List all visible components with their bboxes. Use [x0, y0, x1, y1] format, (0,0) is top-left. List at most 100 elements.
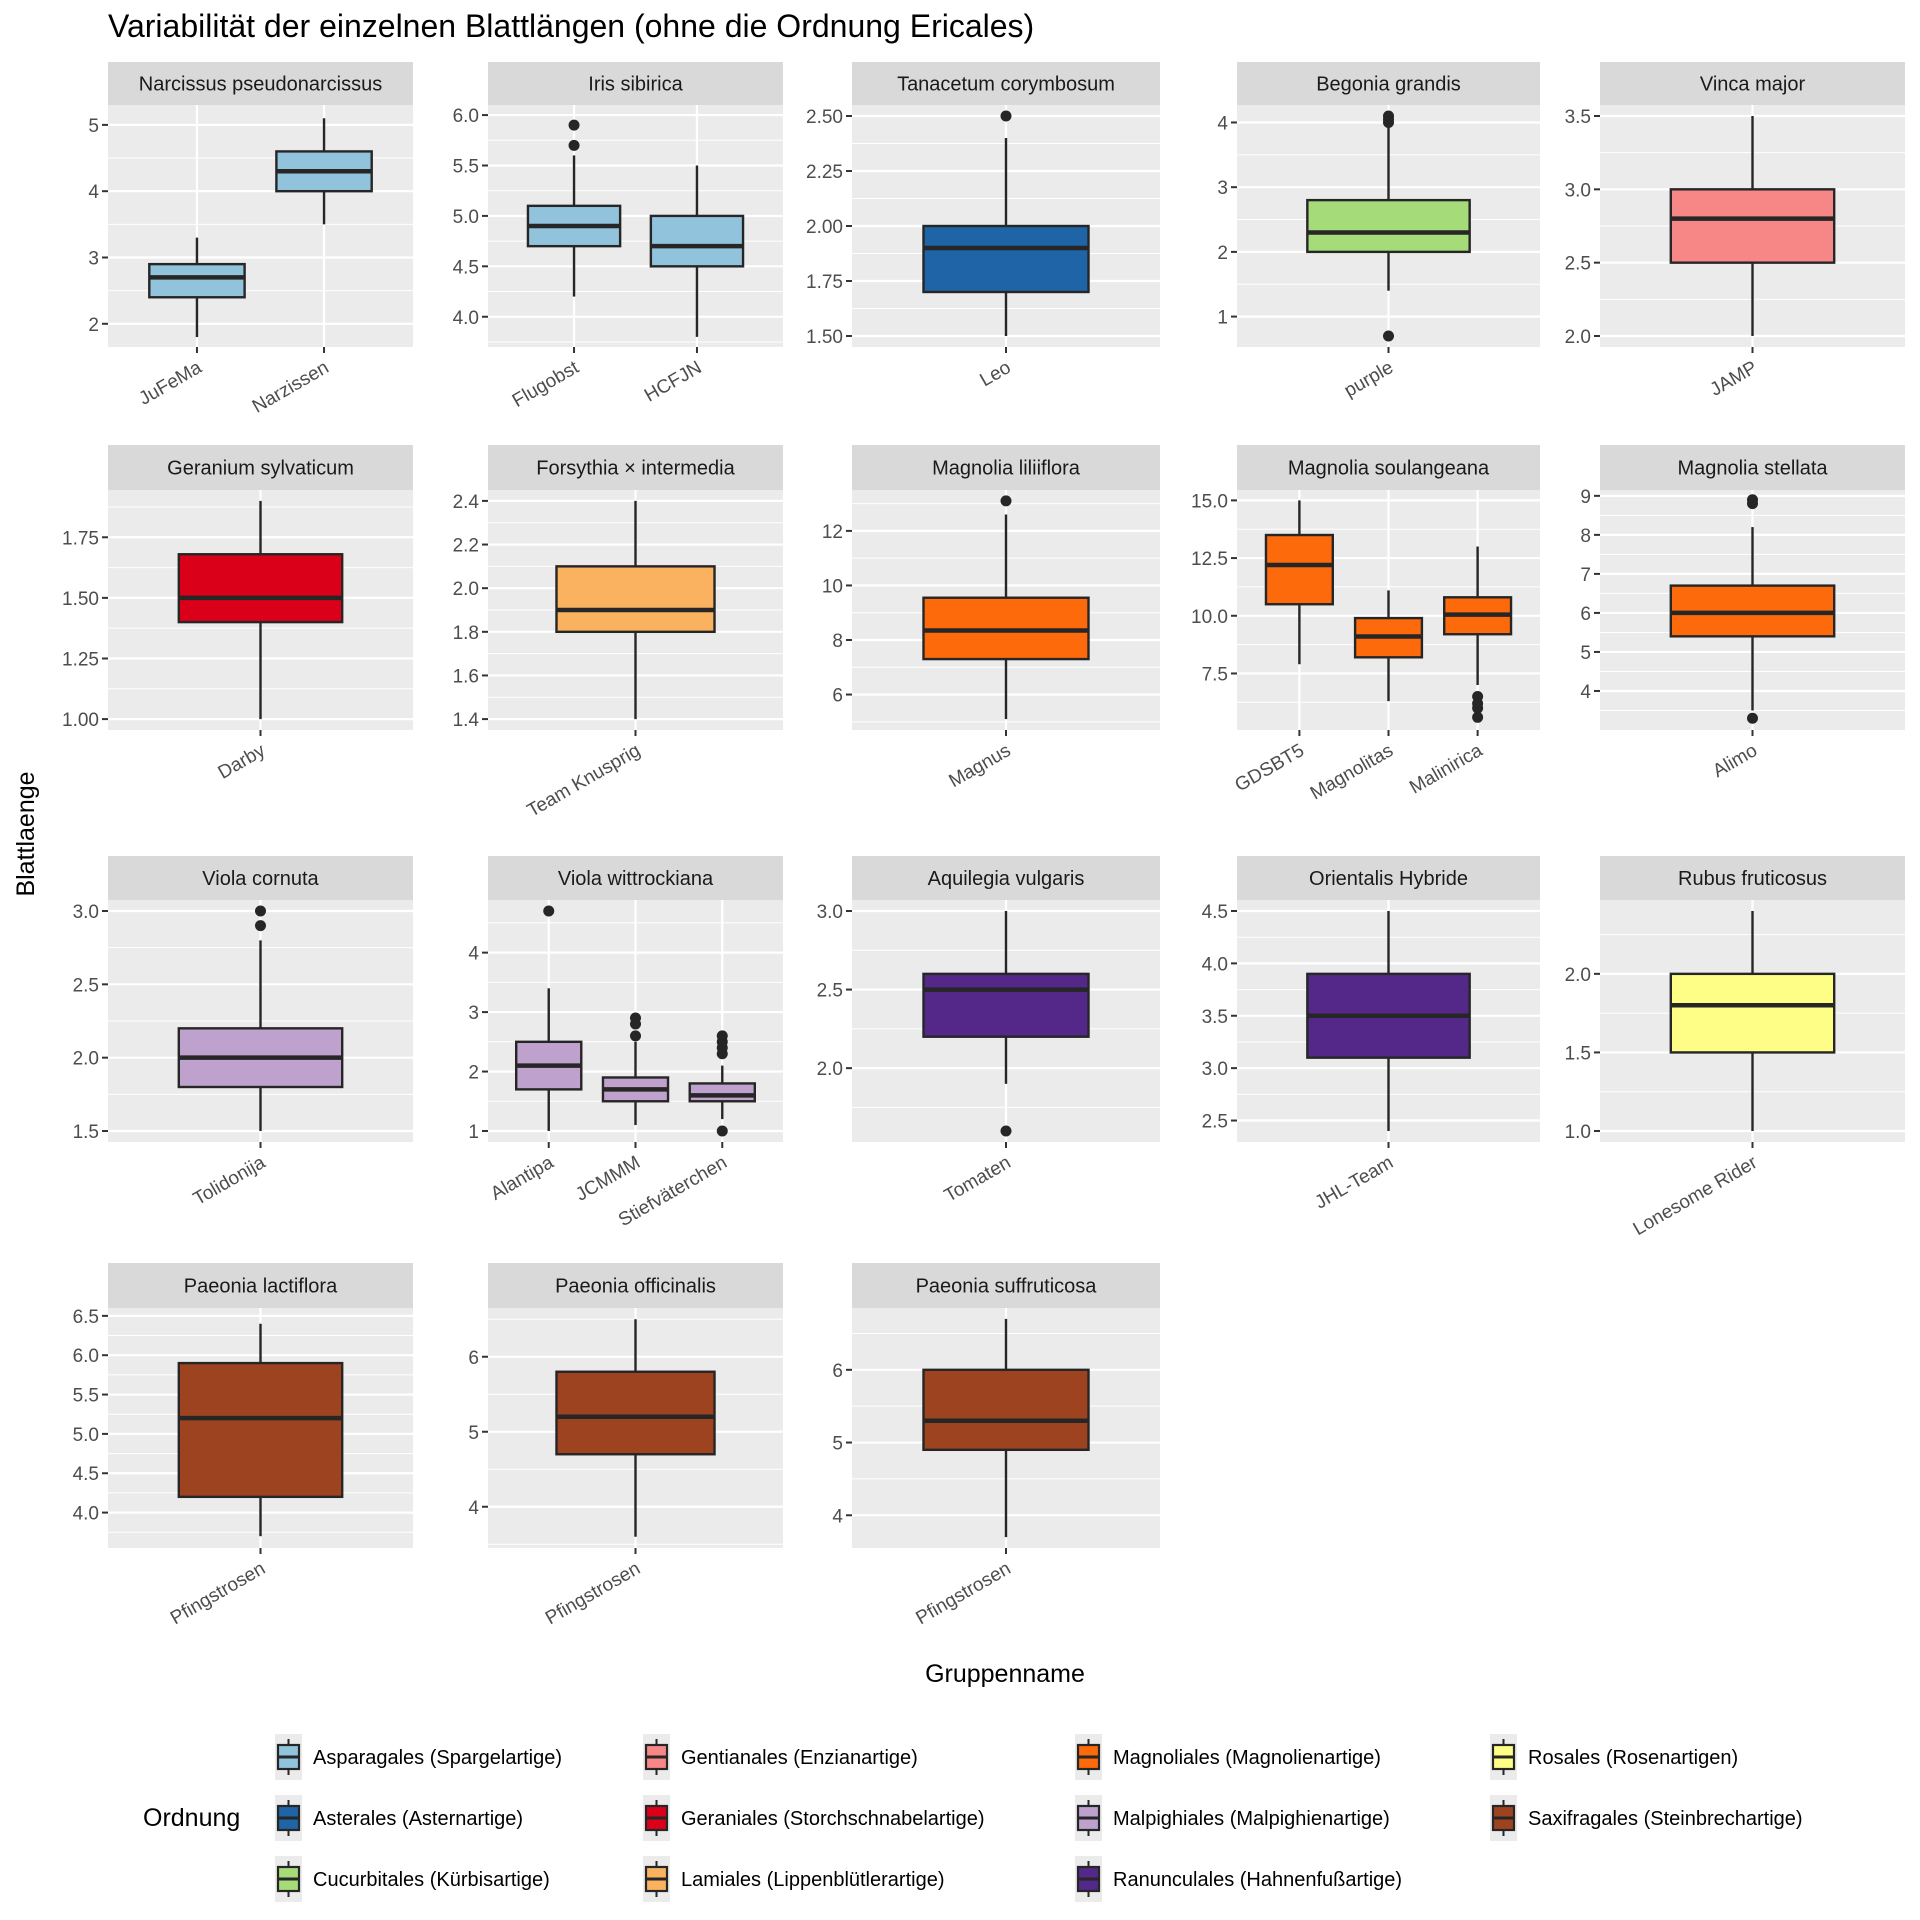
- facet-strip-label: Magnolia stellata: [1677, 458, 1828, 480]
- y-tick-label: 2.0: [1565, 965, 1591, 986]
- y-tick-label: 5.0: [453, 207, 479, 228]
- y-tick-label: 5.5: [453, 157, 479, 178]
- legend-item: Saxifragales (Steinbrechartige): [1490, 1795, 1803, 1841]
- legend-item: Geraniales (Storchschnabelartige): [643, 1795, 985, 1841]
- outlier-point: [1383, 110, 1394, 122]
- y-tick-label: 4: [1217, 113, 1228, 134]
- outlier-point: [255, 920, 266, 932]
- y-tick-label: 4.0: [453, 308, 479, 329]
- legend-label: Rosales (Rosenartigen): [1528, 1747, 1738, 1769]
- box-iqr: [922, 1368, 1090, 1452]
- x-tick-label: JuFeMa: [136, 357, 206, 410]
- y-tick-label: 3.0: [817, 902, 843, 923]
- box-iqr: [555, 1370, 716, 1456]
- facet-strip: [1237, 62, 1540, 105]
- outlier-point: [716, 1030, 728, 1042]
- facet-strip-label: Iris sibirica: [588, 74, 683, 96]
- facet-panel: Magnolia soulangeana 7.5 10.0 12.5 15.0 GDSBT…: [1191, 445, 1540, 804]
- y-tick-label: 1: [468, 1122, 479, 1143]
- y-tick-label: 3.5: [1202, 1007, 1228, 1028]
- facet-strip-label: Paeonia lactiflora: [184, 1276, 338, 1298]
- legend-item: Asterales (Asternartige): [275, 1795, 523, 1841]
- y-tick-label: 3: [468, 1003, 479, 1024]
- y-tick-label: 2.0: [1565, 327, 1591, 348]
- legend-item: Cucurbitales (Kürbisartige): [275, 1856, 550, 1902]
- facet-strip: [852, 1263, 1160, 1308]
- facet-panel: Magnolia stellata 4 5 6 7 8 9 Alimo: [1580, 445, 1905, 782]
- y-tick-label: 2.0: [453, 579, 479, 600]
- outlier-point: [1472, 691, 1484, 703]
- facet-strip-label: Viola cornuta: [202, 868, 319, 890]
- y-tick-label: 2.0: [817, 1059, 843, 1080]
- facet-strip: [488, 62, 783, 105]
- facet-strip-label: Geranium sylvaticum: [167, 458, 354, 480]
- facet-strip-label: Vinca major: [1700, 74, 1806, 96]
- x-tick-label: purple: [1341, 357, 1397, 402]
- legend-item: Rosales (Rosenartigen): [1490, 1734, 1738, 1780]
- facet-strip: [1600, 62, 1905, 105]
- y-tick-label: 1.6: [453, 666, 479, 687]
- x-tick-label: Magnolitas: [1307, 740, 1397, 804]
- y-tick-label: 1.75: [806, 272, 843, 293]
- box-iqr: [688, 1082, 757, 1103]
- facet-panel: Orientalis Hybride 2.5 3.0 3.5 4.0 4.5 JHL-Tea…: [1202, 856, 1540, 1214]
- legend-label: Ranunculales (Hahnenfußartige): [1113, 1869, 1402, 1891]
- y-tick-label: 1.25: [62, 649, 99, 670]
- outlier-point: [1000, 1125, 1012, 1137]
- y-tick-label: 4: [832, 1506, 843, 1527]
- outlier-point: [630, 1030, 641, 1042]
- facet-strip: [1237, 445, 1540, 490]
- x-tick-label: Pfingstrosen: [542, 1558, 644, 1629]
- y-tick-label: 1: [1217, 308, 1228, 329]
- x-tick-label: Team Knusprig: [524, 740, 644, 822]
- y-tick-label: 1.5: [1565, 1043, 1591, 1064]
- y-tick-label: 5.0: [73, 1425, 99, 1446]
- outlier-point: [1472, 711, 1484, 723]
- y-tick-label: 5: [832, 1434, 843, 1455]
- facet-strip: [1237, 856, 1540, 900]
- legend-item: Gentianales (Enzianartige): [643, 1734, 918, 1780]
- y-tick-label: 4.5: [73, 1464, 99, 1485]
- outlier-point: [255, 905, 266, 917]
- facet-strip: [488, 1263, 783, 1308]
- y-tick-label: 5.5: [73, 1386, 99, 1407]
- box-iqr: [922, 224, 1090, 294]
- legend-title: Ordnung: [143, 1804, 240, 1832]
- y-tick-label: 6.0: [453, 106, 479, 127]
- y-tick-label: 4.5: [1202, 902, 1228, 923]
- y-tick-label: 4: [88, 182, 99, 203]
- x-tick-label: Narzissen: [249, 357, 333, 417]
- legend-label: Malpighiales (Malpighienartige): [1113, 1808, 1390, 1830]
- y-tick-label: 4.5: [453, 257, 479, 278]
- legend-item: Ranunculales (Hahnenfußartige): [1075, 1856, 1402, 1902]
- y-tick-label: 3.0: [1565, 180, 1591, 201]
- y-tick-label: 3.0: [73, 902, 99, 923]
- facet-strip: [852, 856, 1160, 900]
- facet-strip: [488, 856, 783, 900]
- legend-label: Cucurbitales (Kürbisartige): [313, 1869, 550, 1891]
- x-tick-label: Lonesome Rider: [1630, 1152, 1762, 1240]
- legend-label: Lamiales (Lippenblütlerartige): [681, 1869, 944, 1891]
- facet-strip: [108, 62, 413, 105]
- y-tick-label: 6: [832, 686, 843, 707]
- y-tick-label: 5: [468, 1423, 479, 1444]
- y-tick-label: 15.0: [1191, 491, 1228, 512]
- y-tick-label: 4.0: [1202, 954, 1228, 975]
- facet-strip: [488, 445, 783, 490]
- facet-panel: Narcissus pseudonarcissus 2 3 4 5 JuFeMa Narzi…: [88, 62, 413, 418]
- y-tick-label: 1.75: [62, 528, 99, 549]
- y-tick-label: 4: [468, 1498, 479, 1519]
- x-tick-label: HCFJN: [641, 357, 705, 406]
- y-tick-label: 1.50: [806, 327, 843, 348]
- facet-strip-label: Forsythia × intermedia: [536, 458, 735, 480]
- y-tick-label: 1.0: [1565, 1122, 1591, 1143]
- y-tick-label: 3.0: [1202, 1059, 1228, 1080]
- box-iqr: [1669, 188, 1836, 264]
- facet-panel: Geranium sylvaticum 1.00 1.25 1.50 1.75 Darby: [62, 445, 413, 784]
- chart-title: Variabilität der einzelnen Blattlängen (…: [108, 8, 1035, 44]
- facet-strip: [1600, 856, 1905, 900]
- facet-strip-label: Orientalis Hybride: [1309, 868, 1468, 890]
- outlier-point: [1747, 494, 1758, 506]
